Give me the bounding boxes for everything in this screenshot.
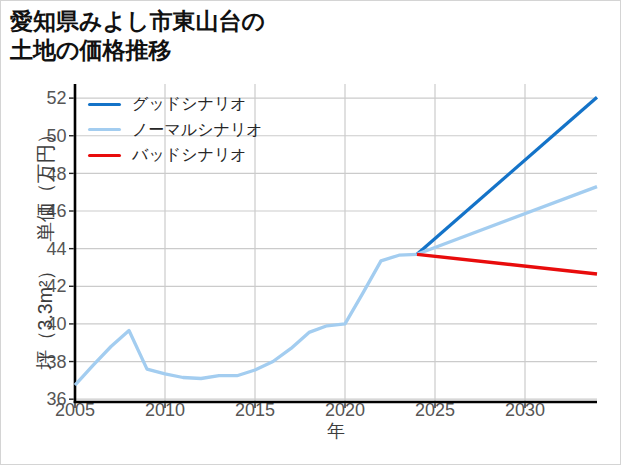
legend-swatch-good [88,103,121,106]
chart-legend: グッドシナリオノーマルシナリオバッドシナリオ [88,0,338,200]
tick-label-y-52: 52 [46,88,66,108]
legend-item-good: グッドシナリオ [88,94,247,114]
series-line-good [417,97,597,254]
legend-label-normal: ノーマルシナリオ [132,120,263,140]
legend-swatch-normal [88,128,121,131]
series-line-history [75,254,417,385]
legend-label-good: グッドシナリオ [132,94,247,114]
y-axis-label: 坪（3.3m²） 単価（万円） [35,125,55,370]
legend-label-bad: バッドシナリオ [132,145,247,165]
series-line-normal [417,187,597,255]
legend-item-bad: バッドシナリオ [88,145,247,165]
legend-swatch-bad [88,154,121,157]
x-axis-label: 年 [327,421,345,441]
legend-item-normal: ノーマルシナリオ [88,120,263,140]
series-line-bad [417,254,597,274]
